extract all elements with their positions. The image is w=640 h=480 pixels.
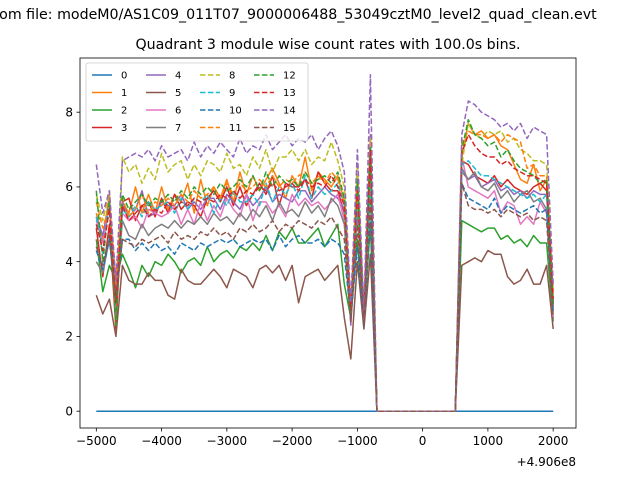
series-line-13 xyxy=(95,133,554,412)
axes-layer: −5000 −4000 −3000 −2000 −1000 0 1000 2000 0 2 4 6 8 xyxy=(65,57,577,448)
series-line-11 xyxy=(95,130,554,412)
legend-label-5: 5 xyxy=(175,88,181,99)
legend-label-4: 4 xyxy=(175,71,181,82)
y-tick-label: 4 xyxy=(65,255,73,269)
x-tick-label: 0 xyxy=(419,434,427,448)
x-tick-label: −2000 xyxy=(272,434,313,448)
series-line-14 xyxy=(95,74,554,412)
x-offset-label: +4.906e8 xyxy=(517,455,576,469)
x-tick-label: 1000 xyxy=(473,434,504,448)
legend-label-9: 9 xyxy=(229,88,235,99)
legend-label-8: 8 xyxy=(229,71,235,82)
chart-title: Quadrant 3 module wise count rates with … xyxy=(135,37,520,53)
legend-label-0: 0 xyxy=(121,71,127,82)
series-layer xyxy=(95,74,554,412)
legend-label-3: 3 xyxy=(121,123,127,134)
legend-label-6: 6 xyxy=(175,106,181,117)
series-line-7 xyxy=(95,167,554,412)
legend-label-11: 11 xyxy=(229,123,242,134)
y-tick-label: 0 xyxy=(65,404,73,418)
legend-label-12: 12 xyxy=(283,71,296,82)
legend-box xyxy=(85,62,309,142)
legend-label-7: 7 xyxy=(175,123,181,134)
series-line-5 xyxy=(95,249,554,412)
series-line-12 xyxy=(95,118,554,412)
legend-label-13: 13 xyxy=(283,88,296,99)
x-tick-label: −1000 xyxy=(337,434,378,448)
y-tick-label: 2 xyxy=(65,330,73,344)
legend-label-15: 15 xyxy=(283,123,296,134)
series-line-2 xyxy=(95,219,554,412)
legend-label-10: 10 xyxy=(229,106,242,117)
legend-label-1: 1 xyxy=(121,88,127,99)
legend-label-14: 14 xyxy=(283,106,296,117)
x-tick-label: −4000 xyxy=(141,434,182,448)
x-tick-label: 2000 xyxy=(538,434,569,448)
x-tick-label: −3000 xyxy=(207,434,248,448)
series-line-9 xyxy=(95,160,554,412)
figure-suptitle: Plots from file: modeM0/AS1C09_011T07_90… xyxy=(0,7,597,23)
y-tick-label: 6 xyxy=(65,180,73,194)
y-tick-label: 8 xyxy=(65,105,73,119)
series-line-15 xyxy=(95,182,554,412)
axes-frame xyxy=(79,57,577,429)
x-tick-label: −5000 xyxy=(76,434,117,448)
series-line-10 xyxy=(95,182,554,412)
series-line-8 xyxy=(95,122,554,412)
legend-label-2: 2 xyxy=(121,106,127,117)
